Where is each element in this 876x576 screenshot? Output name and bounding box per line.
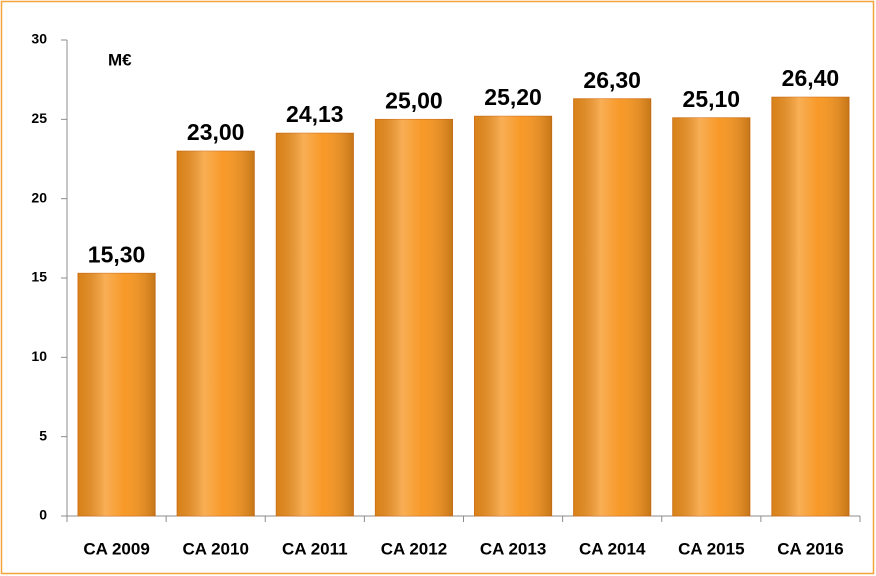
- value-label: 26,30: [583, 67, 641, 93]
- value-label: 15,30: [88, 241, 146, 267]
- value-label: 25,00: [385, 87, 443, 113]
- y-tick-label: 15: [31, 269, 47, 285]
- x-tick-label: CA 2015: [678, 539, 744, 558]
- bar-shine: [573, 98, 651, 516]
- bar-shine: [474, 116, 552, 516]
- unit-label: M€: [108, 50, 132, 69]
- x-tick-label: CA 2016: [777, 539, 843, 558]
- y-tick-label: 0: [39, 507, 47, 523]
- y-tick-label: 30: [31, 31, 47, 47]
- x-tick-label: CA 2014: [579, 539, 646, 558]
- y-tick-label: 20: [31, 189, 47, 205]
- bar-shine: [771, 97, 850, 517]
- value-label: 26,40: [782, 65, 840, 91]
- y-tick-label: 25: [31, 110, 47, 126]
- x-tick-label: CA 2013: [480, 539, 546, 558]
- y-tick-label: 10: [31, 348, 47, 364]
- value-label: 24,13: [286, 101, 344, 127]
- value-label: 25,10: [683, 86, 741, 112]
- x-tick-label: CA 2012: [381, 539, 447, 558]
- bar-shine: [375, 119, 453, 516]
- bar-shine: [177, 151, 255, 517]
- value-label: 23,00: [187, 119, 245, 145]
- bar-shine: [276, 133, 354, 516]
- x-tick-label: CA 2009: [83, 539, 149, 558]
- x-tick-label: CA 2011: [282, 539, 348, 558]
- x-tick-label: CA 2010: [182, 539, 248, 558]
- bar-shine: [672, 117, 750, 516]
- bar-shine: [77, 273, 156, 516]
- value-label: 25,20: [484, 84, 542, 110]
- y-tick-label: 5: [39, 427, 47, 443]
